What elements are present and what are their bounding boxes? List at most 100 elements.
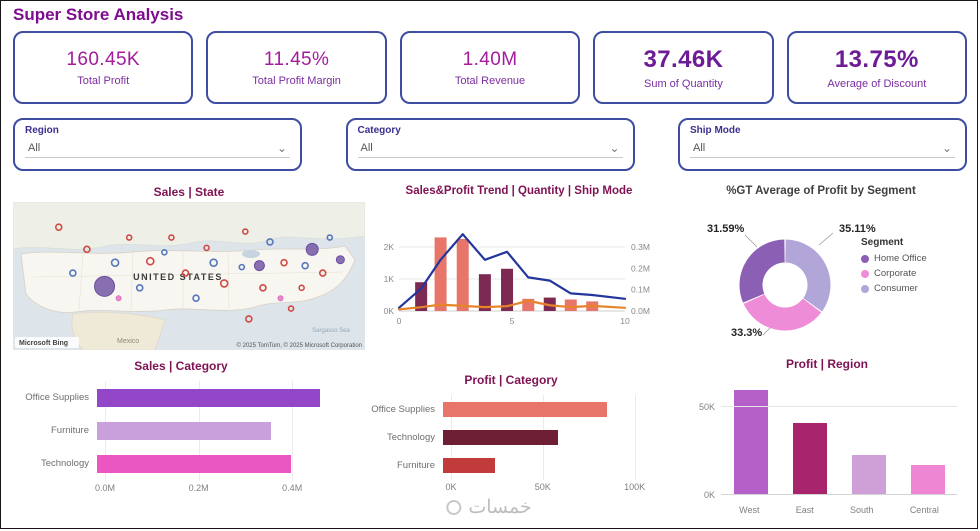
map-bubble[interactable] bbox=[335, 255, 345, 265]
map-bubble[interactable] bbox=[83, 245, 91, 254]
pct-label-home-office: 31.59% bbox=[707, 223, 745, 235]
map-bubble[interactable] bbox=[145, 256, 155, 266]
map-great-lakes bbox=[242, 250, 260, 258]
map-bubble[interactable] bbox=[54, 223, 63, 231]
trend-bar[interactable] bbox=[564, 299, 577, 311]
map-bubble[interactable] bbox=[219, 279, 229, 288]
map-bubbles[interactable] bbox=[54, 223, 345, 323]
bar-technology[interactable] bbox=[97, 454, 291, 473]
x-axis-line bbox=[721, 494, 957, 495]
svg-text:2K: 2K bbox=[384, 242, 395, 252]
map-bubble[interactable] bbox=[203, 244, 210, 252]
svg-text:0: 0 bbox=[397, 316, 402, 326]
map-bubble[interactable] bbox=[280, 258, 288, 267]
chart-body: Office Supplies Technology Furniture 0K 50K… bbox=[359, 395, 663, 496]
trend-bar[interactable] bbox=[415, 282, 428, 311]
map-bubble[interactable] bbox=[287, 305, 295, 312]
ship-mode-dropdown[interactable]: All ⌄ bbox=[690, 141, 955, 158]
chart-title: Profit | Category bbox=[464, 373, 558, 387]
map-bubble[interactable] bbox=[192, 294, 200, 302]
bar-office-supplies[interactable] bbox=[443, 401, 608, 417]
bar-east[interactable] bbox=[792, 423, 827, 495]
bar-technology[interactable] bbox=[443, 429, 558, 445]
map-bubble[interactable] bbox=[110, 258, 120, 267]
trend-bar[interactable] bbox=[456, 239, 469, 311]
x-axis: 0K 50K 100K bbox=[445, 482, 653, 496]
bar-row: Technology bbox=[359, 423, 663, 451]
map-bubble[interactable] bbox=[242, 228, 249, 235]
page-title: Super Store Analysis bbox=[13, 5, 184, 24]
bar-furniture[interactable] bbox=[97, 421, 272, 440]
map-bubble[interactable] bbox=[277, 295, 284, 302]
legend-item-corporate[interactable]: Corporate bbox=[861, 268, 927, 279]
legend-label: Consumer bbox=[874, 283, 918, 294]
legend-item-consumer[interactable]: Consumer bbox=[861, 283, 927, 294]
kpi-value: 160.45K bbox=[66, 48, 140, 70]
category-label: Furniture bbox=[50, 425, 89, 436]
map-bubble[interactable] bbox=[301, 261, 309, 270]
bar-track bbox=[97, 454, 339, 473]
x-tick-label: 0.2M bbox=[188, 483, 209, 493]
kpi-value: 13.75% bbox=[834, 45, 919, 73]
map-bubble[interactable] bbox=[181, 269, 190, 277]
map-bubble[interactable] bbox=[326, 234, 334, 241]
category-label: Central bbox=[909, 505, 939, 515]
trend-chart: Sales&Profit Trend | Quantity | Ship Mod… bbox=[369, 185, 669, 357]
bar-central[interactable] bbox=[910, 465, 945, 495]
trend-line-sales[interactable] bbox=[397, 233, 627, 309]
map-bubble[interactable] bbox=[266, 238, 274, 246]
map-bubble[interactable] bbox=[161, 249, 168, 256]
category-label: West bbox=[739, 505, 760, 515]
trend-bar[interactable] bbox=[501, 268, 514, 311]
svg-text:0.1M: 0.1M bbox=[631, 285, 650, 295]
segment-legend: Segment Home Office Corporate Consumer bbox=[861, 237, 927, 298]
map-bubble[interactable] bbox=[318, 269, 327, 277]
chevron-down-icon[interactable]: ⌄ bbox=[609, 141, 620, 155]
map-bubble[interactable] bbox=[259, 284, 267, 292]
map-bubble[interactable] bbox=[115, 295, 122, 302]
map-bubble[interactable] bbox=[305, 242, 319, 256]
donut-slice-consumer[interactable] bbox=[784, 239, 831, 312]
donut-slice-home-office[interactable] bbox=[739, 239, 786, 303]
map-bubble[interactable] bbox=[238, 263, 246, 271]
legend-item-home-office[interactable]: Home Office bbox=[861, 253, 927, 264]
category-label: South bbox=[850, 505, 874, 515]
slicer-ship-mode: Ship Mode All ⌄ bbox=[678, 118, 967, 171]
svg-text:0.2M: 0.2M bbox=[631, 263, 650, 273]
category-dropdown[interactable]: All ⌄ bbox=[357, 141, 623, 158]
map-bubble[interactable] bbox=[298, 284, 305, 292]
trend-bar[interactable] bbox=[434, 237, 447, 311]
us-map[interactable]: UNITED STATES Mexico Sargasso Sea Micros… bbox=[13, 202, 365, 350]
trend-bar[interactable] bbox=[478, 274, 491, 311]
bar-office-supplies[interactable] bbox=[97, 388, 320, 407]
watermark-logo-icon bbox=[446, 500, 462, 515]
dropdown-value: All bbox=[28, 142, 41, 154]
donut-callout-lines bbox=[744, 232, 834, 336]
donut-slice-corporate[interactable] bbox=[743, 293, 822, 331]
map-bubble[interactable] bbox=[253, 260, 265, 272]
legend-title: Segment bbox=[861, 237, 904, 248]
trend-plot[interactable]: 0K 1K 2K 0.0M 0.1M 0.2M 0.3M 0 5 10 bbox=[369, 199, 669, 349]
map-bubble[interactable] bbox=[168, 234, 175, 241]
dropdown-value: All bbox=[693, 142, 706, 154]
kpi-sum-of-quantity: 37.46K Sum of Quantity bbox=[593, 31, 774, 104]
bar-furniture[interactable] bbox=[443, 457, 495, 473]
donut-plot[interactable] bbox=[673, 201, 969, 355]
map-label-mexico: Mexico bbox=[117, 338, 139, 345]
dropdown-value: All bbox=[360, 142, 373, 154]
pct-label-consumer: 35.11% bbox=[839, 223, 876, 235]
chevron-down-icon[interactable]: ⌄ bbox=[941, 141, 952, 155]
map-bubble[interactable] bbox=[245, 315, 253, 323]
bar-track bbox=[443, 429, 653, 445]
map-bubble[interactable] bbox=[125, 234, 133, 241]
region-dropdown[interactable]: All ⌄ bbox=[25, 141, 290, 158]
chevron-down-icon[interactable]: ⌄ bbox=[276, 141, 287, 155]
map-bubble[interactable] bbox=[94, 275, 116, 297]
map-bubble[interactable] bbox=[209, 258, 218, 267]
map-bubble[interactable] bbox=[135, 284, 144, 292]
trend-line-profit[interactable] bbox=[397, 299, 627, 311]
map-bubble[interactable] bbox=[69, 269, 77, 277]
bar-track bbox=[97, 388, 339, 407]
bar-south[interactable] bbox=[851, 454, 886, 495]
